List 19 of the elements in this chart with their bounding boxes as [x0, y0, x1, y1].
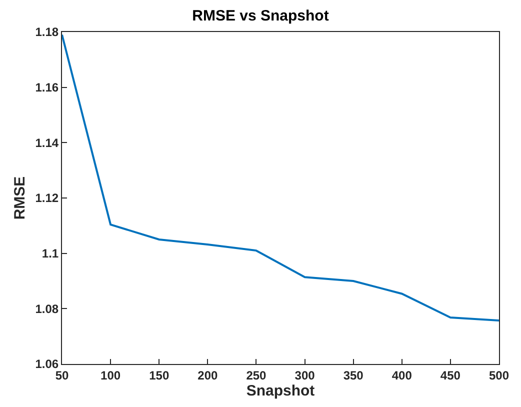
- x-tick-label: 350: [343, 368, 364, 382]
- x-tick-label: 500: [488, 368, 510, 382]
- y-tick-label: 1.16: [35, 80, 59, 95]
- y-axis-title: RMSE: [11, 176, 28, 220]
- y-tick-label: 1.08: [35, 302, 59, 316]
- x-tick-label: 100: [100, 368, 121, 382]
- line-series: [62, 34, 499, 322]
- x-tick-label: 250: [246, 368, 267, 382]
- chart-title: RMSE vs Snapshot: [192, 8, 329, 25]
- y-tick-label: 1.1: [42, 246, 59, 261]
- y-tick-label: 1.12: [35, 191, 59, 206]
- x-tick-label: 450: [440, 368, 461, 382]
- x-tick-label: 400: [392, 368, 412, 382]
- x-tick-label: 200: [198, 368, 218, 382]
- x-tick-label: 300: [294, 368, 316, 382]
- x-tick-label: 150: [149, 368, 170, 382]
- y-tick-label: 1.18: [35, 25, 59, 40]
- y-tick-label: 1.14: [35, 136, 59, 150]
- x-axis-title: Snapshot: [246, 382, 315, 400]
